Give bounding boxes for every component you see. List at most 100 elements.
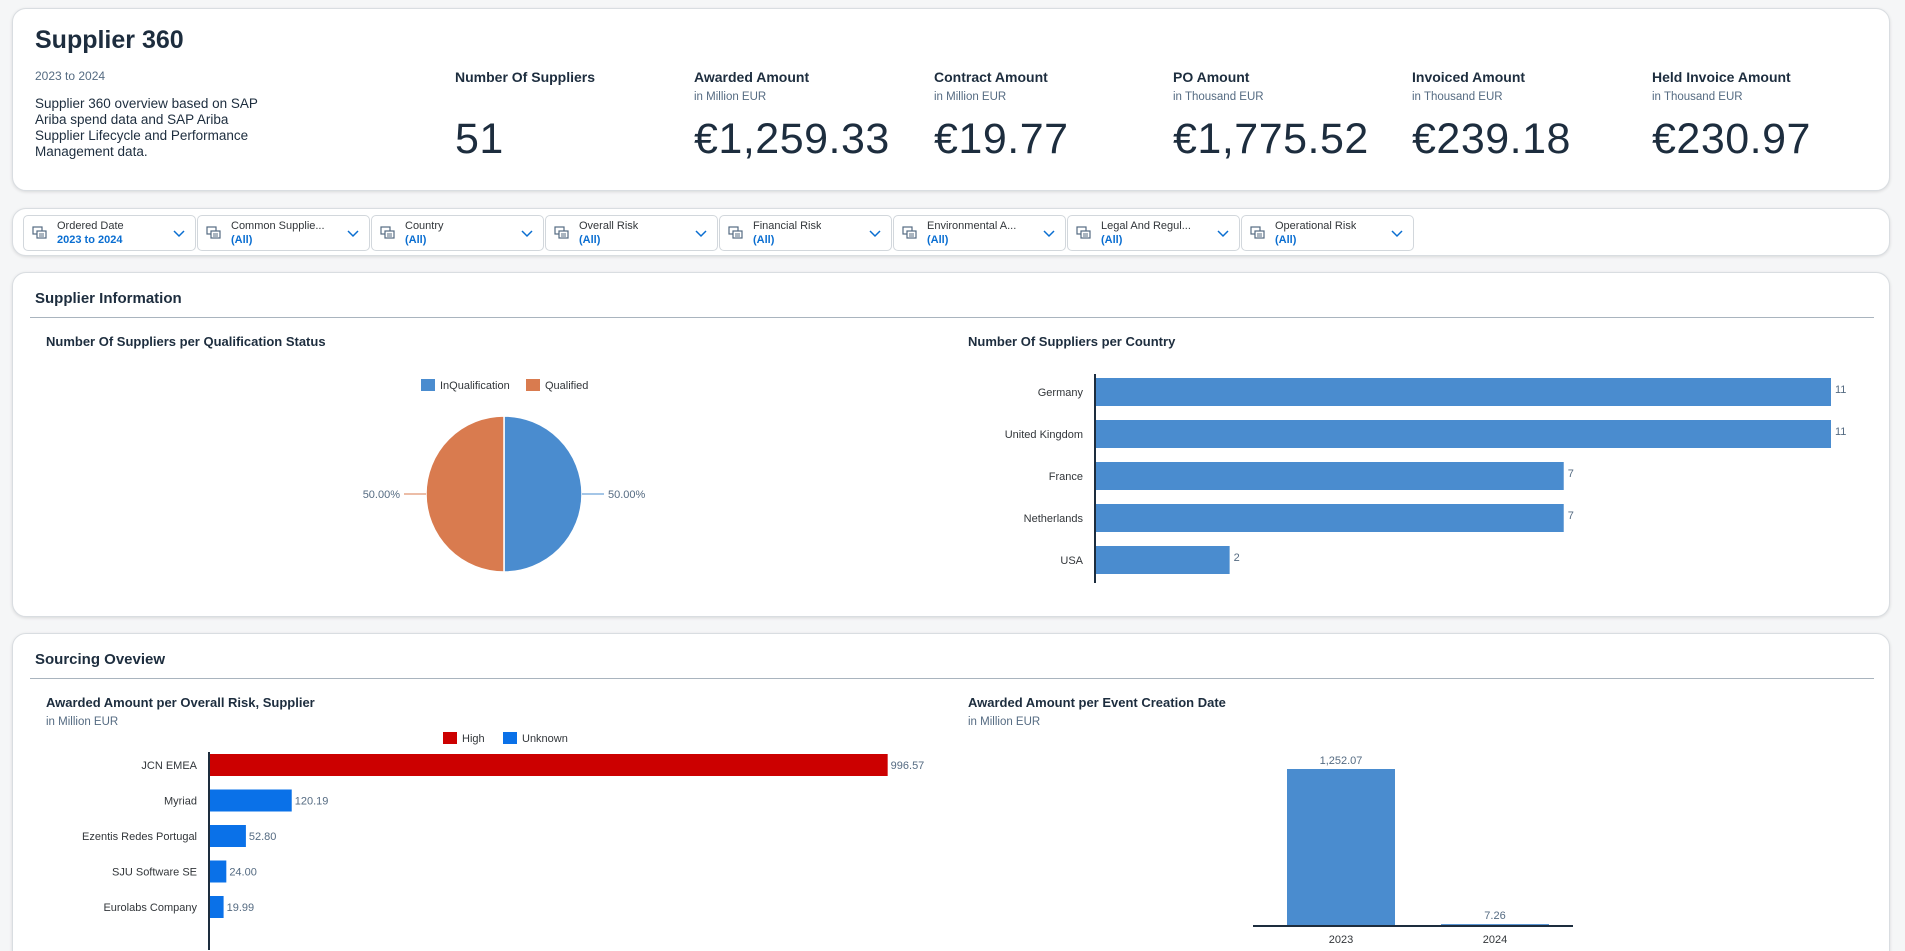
filter-icon [1076, 226, 1091, 239]
supplier-information-section: Supplier Information Number Of Suppliers… [12, 272, 1890, 617]
kpi-subtitle: in Million EUR [934, 91, 1007, 103]
data-label: 1,252.07 [1320, 755, 1363, 767]
chevron-down-icon [1391, 230, 1403, 238]
category-label: France [1049, 471, 1083, 483]
risk-supplier-bar-chart[interactable]: High Unknown JCN EMEA 996.57 Myriad 120.19 Eze… [33, 730, 953, 950]
filter-label: Common Supplie... [231, 220, 325, 232]
chevron-down-icon [347, 230, 359, 238]
data-label: 19.99 [227, 902, 255, 914]
legend-swatch [443, 732, 457, 744]
data-label: 24.00 [229, 867, 257, 879]
filter-icon [32, 226, 47, 239]
pie-data-label: 50.00% [608, 489, 646, 501]
filter-bar: Ordered Date 2023 to 2024 Common Supplie..… [12, 208, 1890, 256]
kpi-value: €1,259.33 [694, 115, 890, 163]
kpi-subtitle [455, 91, 685, 105]
kpi-contract-amount[interactable]: Contract Amount in Million EUR €19.77 [934, 69, 1164, 164]
category-label: United Kingdom [1005, 429, 1083, 441]
event-date-bar-chart[interactable]: 1,252.07 2023 7.26 2024 [1213, 730, 1613, 950]
kpi-title: Contract Amount [934, 69, 1048, 85]
chevron-down-icon [1043, 230, 1055, 238]
bar [210, 754, 888, 776]
kpi-number-of-suppliers[interactable]: Number Of Suppliers 51 [455, 69, 685, 164]
pie-slice [425, 415, 505, 573]
category-label: USA [1060, 555, 1083, 567]
kpi-title: Number Of Suppliers [455, 69, 596, 85]
legend-label: InQualification [440, 380, 510, 392]
pie-data-label: 50.00% [363, 489, 401, 501]
kpi-held-invoice-amount[interactable]: Held Invoice Amount in Thousand EUR €230… [1652, 69, 1882, 164]
section-divider [30, 678, 1874, 679]
section-divider [30, 317, 1874, 318]
legend-swatch [503, 732, 517, 744]
kpi-title: PO Amount [1173, 69, 1250, 85]
chart-title: Number Of Suppliers per Qualification St… [46, 334, 326, 349]
filter-value: (All) [231, 234, 253, 246]
filter-icon [1250, 226, 1265, 239]
category-label: Ezentis Redes Portugal [82, 831, 197, 843]
filter-value: (All) [753, 234, 775, 246]
bar [1441, 924, 1549, 925]
filter-1[interactable]: Ordered Date 2023 to 2024 [23, 215, 196, 251]
data-label: 2 [1234, 552, 1240, 564]
chart-title: Awarded Amount per Overall Risk, Supplie… [46, 695, 315, 710]
filter-6[interactable]: Environmental A... (All) [893, 215, 1066, 251]
filter-2[interactable]: Common Supplie... (All) [197, 215, 370, 251]
kpi-invoiced-amount[interactable]: Invoiced Amount in Thousand EUR €239.18 [1412, 69, 1642, 164]
kpi-po-amount[interactable]: PO Amount in Thousand EUR €1,775.52 [1173, 69, 1403, 164]
kpi-subtitle: in Thousand EUR [1173, 91, 1264, 103]
filter-value: (All) [405, 234, 427, 246]
filter-8[interactable]: Operational Risk (All) [1241, 215, 1414, 251]
data-label: 7 [1568, 468, 1574, 480]
bar [210, 896, 224, 918]
filter-label: Ordered Date [57, 220, 124, 232]
legend-label: Unknown [522, 733, 568, 745]
sourcing-overview-section: Sourcing Oveview Awarded Amount per Over… [12, 633, 1890, 951]
filter-value: (All) [1275, 234, 1297, 246]
filter-icon [902, 226, 917, 239]
data-label: 11 [1835, 426, 1846, 438]
filter-value: 2023 to 2024 [57, 234, 123, 246]
filter-value: (All) [927, 234, 949, 246]
bar [1096, 504, 1564, 532]
bar [210, 789, 292, 812]
bar [1096, 378, 1831, 406]
section-title: Sourcing Oveview [35, 651, 166, 668]
kpi-awarded-amount[interactable]: Awarded Amount in Million EUR €1,259.33 [694, 69, 924, 164]
chevron-down-icon [1217, 230, 1229, 238]
filter-icon [554, 226, 569, 239]
category-label: 2023 [1329, 934, 1353, 946]
category-label: Myriad [164, 796, 197, 808]
data-label: 7 [1568, 510, 1574, 522]
chevron-down-icon [173, 230, 185, 238]
bar [210, 825, 246, 847]
chart-subtitle: in Million EUR [968, 716, 1041, 728]
filter-5[interactable]: Financial Risk (All) [719, 215, 892, 251]
filter-icon [380, 226, 395, 239]
filter-3[interactable]: Country (All) [371, 215, 544, 251]
bar [210, 860, 227, 883]
filter-icon [728, 226, 743, 239]
filter-label: Overall Risk [579, 220, 639, 232]
qualification-pie-chart[interactable]: InQualification Qualified 50.00% 50.00% [313, 373, 713, 593]
pie-slice [503, 415, 583, 573]
kpi-subtitle: in Thousand EUR [1412, 91, 1503, 103]
filter-7[interactable]: Legal And Regul... (All) [1067, 215, 1240, 251]
filter-label: Legal And Regul... [1101, 220, 1191, 232]
filter-icon [206, 226, 221, 239]
bar [1096, 420, 1831, 448]
chevron-down-icon [521, 230, 533, 238]
filter-4[interactable]: Overall Risk (All) [545, 215, 718, 251]
category-label: Germany [1038, 387, 1084, 399]
kpi-title: Awarded Amount [694, 69, 810, 85]
legend-swatch [421, 379, 435, 391]
legend-label: Qualified [545, 380, 588, 392]
kpi-value: 51 [455, 115, 504, 163]
filter-value: (All) [579, 234, 601, 246]
section-title: Supplier Information [35, 290, 182, 307]
data-label: 7.26 [1484, 910, 1505, 922]
kpi-value: €1,775.52 [1173, 115, 1369, 163]
date-range-label: 2023 to 2024 [35, 69, 106, 83]
country-bar-chart[interactable]: Germany 11 United Kingdom 11 France 7 Netherla… [973, 368, 1853, 583]
chart-title: Number Of Suppliers per Country [968, 334, 1176, 349]
